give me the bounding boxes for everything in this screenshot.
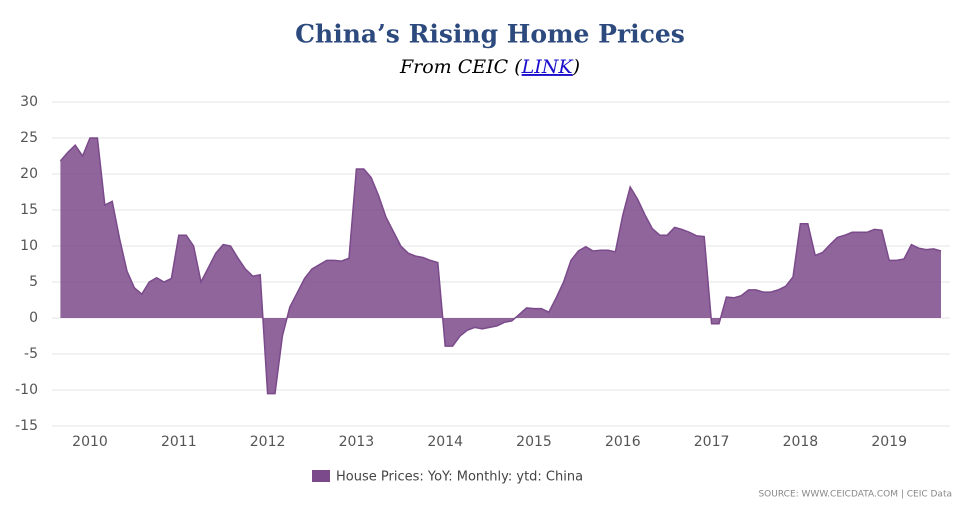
plot-area xyxy=(59,137,942,395)
source: SOURCE: WWW.CEICDATA.COM | CEIC Data xyxy=(758,490,952,500)
grid: -15 -10 -5 0 5 10 15 20 25 30 2010 2011 2012 2013 2014… xyxy=(15,94,950,450)
y-tick-label: 30 xyxy=(20,94,38,110)
subtitle-text: From CEIC ( xyxy=(399,56,522,78)
legend-label[interactable]: House Prices: YoY: Monthly: ytd: China xyxy=(336,470,583,485)
x-tick-label: 2018 xyxy=(783,434,819,450)
chart-title: China’s Rising Home Prices xyxy=(295,20,685,49)
area xyxy=(60,138,941,394)
y-tick-label: 0 xyxy=(29,310,38,326)
y-tick-label: -10 xyxy=(15,382,38,398)
y-tick-label: -5 xyxy=(24,346,38,362)
x-tick-label: 2014 xyxy=(427,434,463,450)
legend-swatch xyxy=(312,470,330,482)
x-tick-label: 2017 xyxy=(694,434,730,450)
y-tick-label: 25 xyxy=(20,130,38,146)
y-tick-label: 20 xyxy=(20,166,38,182)
line xyxy=(59,137,942,395)
y-tick-label: -15 xyxy=(15,418,38,434)
x-tick-label: 2019 xyxy=(871,434,907,450)
chart-subtitle: From CEIC (LINK) xyxy=(399,56,580,78)
y-tick-label: 5 xyxy=(29,274,38,290)
x-tick-label: 2016 xyxy=(605,434,641,450)
x-tick-label: 2012 xyxy=(250,434,286,450)
x-tick-label: 2015 xyxy=(516,434,552,450)
y-tick-label: 15 xyxy=(20,202,38,218)
link[interactable]: LINK xyxy=(521,56,575,78)
subtitle-text: ) xyxy=(572,56,580,78)
x-tick-label: 2011 xyxy=(161,434,197,450)
y-tick-label: 10 xyxy=(20,238,38,254)
x-tick-label: 2013 xyxy=(339,434,375,450)
x-tick-label: 2010 xyxy=(72,434,108,450)
